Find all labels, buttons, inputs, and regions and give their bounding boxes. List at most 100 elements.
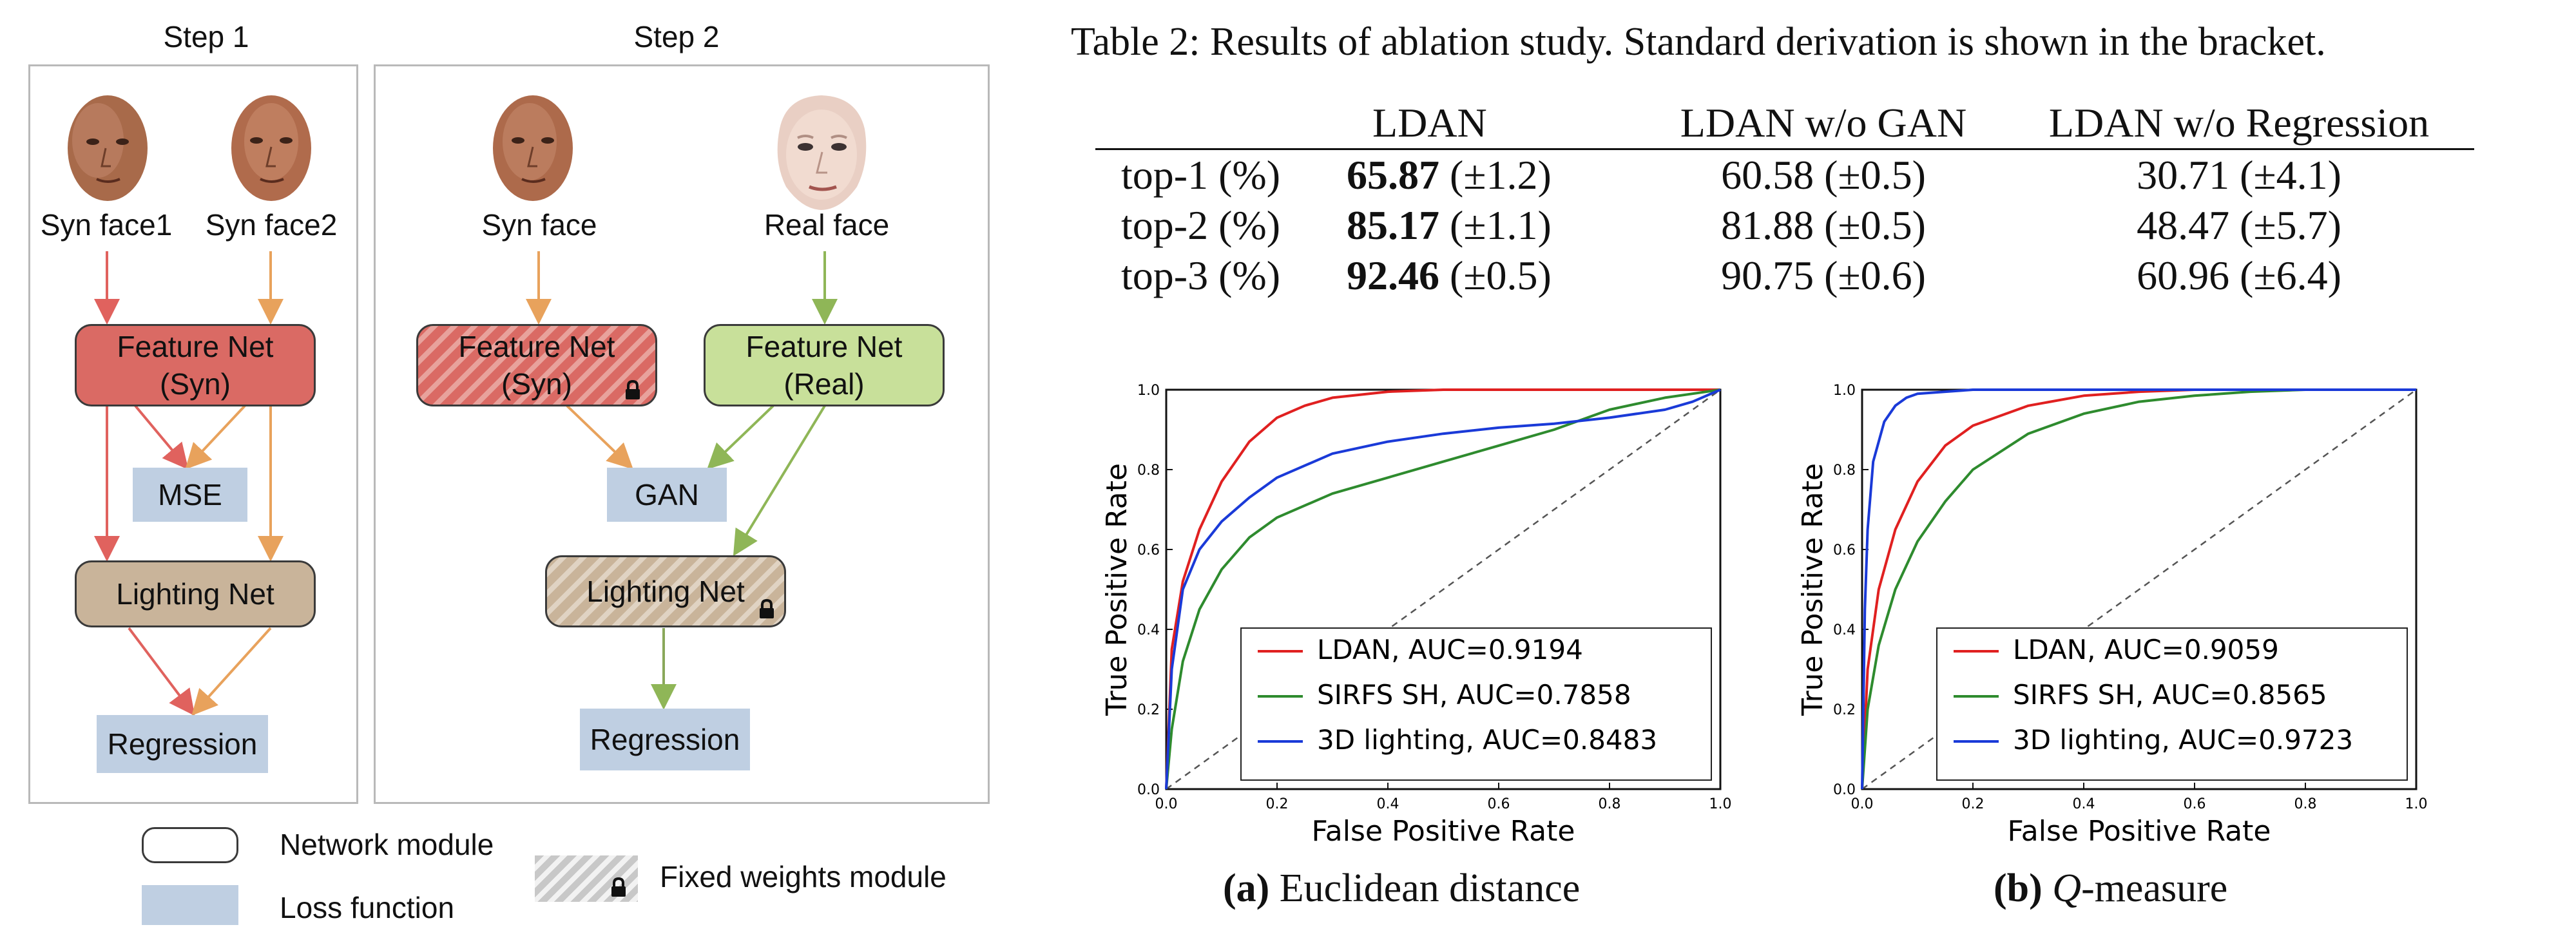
legend-entry: LDAN, AUC=0.9194 — [1317, 634, 1583, 665]
series-line — [1165, 388, 1721, 790]
table-cell: 60.58 (±0.5) — [1721, 152, 1926, 198]
series-line — [1165, 388, 1721, 790]
x-tick-label: 1.0 — [1709, 796, 1732, 812]
x-tick-label: 0.6 — [2184, 796, 2206, 812]
flow-arrows — [94, 251, 838, 716]
legend-entry: LDAN, AUC=0.9059 — [2013, 634, 2279, 665]
module-sublabel: (Syn) — [160, 367, 231, 401]
regression-loss: Regression — [580, 709, 750, 770]
y-axis-label: True Positive Rate — [1796, 463, 1829, 716]
results-table: LDAN LDAN w/o GAN LDAN w/o Regression to… — [1095, 98, 2474, 301]
arrow — [128, 627, 195, 716]
x-tick-label: 0.0 — [1155, 796, 1178, 812]
table-header: LDAN — [1372, 100, 1487, 146]
y-tick-label: 0.6 — [1833, 542, 1856, 558]
feature-net-real-module: Feature Net (Real) — [704, 324, 945, 406]
y-tick-label: 0.0 — [1137, 782, 1160, 798]
regression-loss: Regression — [97, 715, 268, 773]
loss-function-legend: Loss function — [280, 891, 455, 924]
step1-title: Step 1 — [163, 20, 249, 53]
lock-icon — [611, 877, 626, 897]
flow-diagram: Step 1 Step 2 Syn face1 S — [0, 0, 1005, 945]
caption-b: (b) Q-measure — [1994, 866, 2227, 912]
series-line — [1165, 388, 1720, 790]
table-cell: 48.47 (±5.7) — [2137, 202, 2341, 248]
y-tick-label: 1.0 — [1833, 383, 1856, 399]
arrow — [191, 627, 272, 716]
y-tick-label: 0.4 — [1833, 622, 1856, 638]
chance-diagonal — [1166, 388, 1721, 790]
x-axis-label: False Positive Rate — [1312, 815, 1575, 848]
series-line — [1861, 388, 2416, 790]
caption-a-text: Euclidean distance — [1279, 866, 1581, 910]
table-row: top-1 (%) 65.87 (±1.2) 60.58 (±0.5) 30.7… — [1095, 149, 2474, 201]
module-label: Feature Net — [117, 330, 274, 363]
real-face-image — [777, 95, 867, 210]
arrow — [134, 405, 189, 470]
arrow — [733, 405, 826, 557]
roc-chart-qmeasure: 0.0 0.2 0.4 0.6 0.8 1.0 0.0 0.2 0.4 0.6 0.8 1.0 Fals… — [1796, 383, 2428, 848]
y-tick-label: 0.4 — [1137, 622, 1160, 638]
x-tick-label: 0.6 — [1488, 796, 1510, 812]
table-header: LDAN w/o Regression — [2048, 100, 2430, 146]
lighting-net-module: Lighting Net — [75, 560, 316, 627]
x-tick-label: 0.2 — [1962, 796, 1985, 812]
chart-legend — [1936, 627, 2408, 781]
roc-chart-euclidean: 0.0 0.2 0.4 0.6 0.8 1.0 0.0 0.2 0.4 0.6 0.8 1.0 Fals… — [1101, 383, 1732, 848]
y-tick-label: 0.8 — [1137, 463, 1160, 479]
table-cell: 30.71 (±4.1) — [2137, 152, 2341, 198]
network-module-legend: Network module — [280, 828, 494, 861]
table-cell: 81.88 (±0.5) — [1721, 202, 1926, 248]
table-header: LDAN w/o GAN — [1680, 100, 1967, 146]
caption-b-text: -measure — [2081, 866, 2228, 910]
row-label: top-1 (%) — [1121, 152, 1281, 198]
legend-entry: 3D lighting, AUC=0.9723 — [2013, 724, 2353, 756]
step2-panel — [374, 64, 990, 804]
x-axis-label: False Positive Rate — [2008, 815, 2271, 848]
std-value: (±0.5) — [1450, 253, 1552, 298]
x-tick-label: 0.8 — [1599, 796, 1621, 812]
x-tick-label: 0.4 — [1377, 796, 1399, 812]
table-cell: 60.96 (±6.4) — [2137, 253, 2341, 298]
mse-loss: MSE — [133, 468, 247, 522]
caption-b-q: Q — [2052, 866, 2082, 910]
table-row: top-2 (%) 85.17 (±1.1) 81.88 (±0.5) 48.4… — [1095, 200, 2474, 251]
best-value: 65.87 — [1347, 152, 1439, 198]
caption-b-prefix: (b) — [1994, 866, 2043, 910]
x-tick-label: 0.8 — [2294, 796, 2317, 812]
y-tick-label: 1.0 — [1137, 383, 1160, 399]
fixed-weights-legend: Fixed weights module — [660, 860, 947, 893]
lock-icon — [760, 599, 774, 618]
y-tick-label: 0.8 — [1833, 463, 1856, 479]
syn-face2-label: Syn face2 — [205, 208, 338, 242]
syn-face2-image — [231, 95, 311, 201]
row-label: top-3 (%) — [1121, 253, 1281, 298]
loss-function-swatch — [142, 885, 238, 925]
table-header — [1095, 98, 1347, 149]
syn-face-label: Syn face — [481, 208, 597, 242]
legend-entry: SIRFS SH, AUC=0.8565 — [2013, 679, 2327, 711]
syn-face1-image — [68, 95, 148, 201]
legend-entry: SIRFS SH, AUC=0.7858 — [1317, 679, 1631, 711]
y-tick-label: 0.6 — [1137, 542, 1160, 558]
module-sublabel: (Syn) — [501, 367, 572, 401]
caption-a-prefix: (a) — [1223, 866, 1270, 910]
x-tick-label: 1.0 — [2405, 796, 2428, 812]
gan-loss: GAN — [607, 468, 727, 522]
chart-legend — [1240, 627, 1712, 781]
module-sublabel: (Real) — [783, 367, 865, 401]
syn-face1-label: Syn face1 — [40, 208, 173, 242]
step2-title: Step 2 — [633, 20, 720, 53]
table-caption: Table 2: Results of ablation study. Stan… — [1071, 20, 2326, 64]
y-axis-label: True Positive Rate — [1101, 463, 1133, 716]
syn-face-image — [493, 95, 573, 201]
best-value: 85.17 — [1347, 202, 1439, 248]
std-value: (±1.1) — [1450, 202, 1552, 248]
caption-a: (a) Euclidean distance — [1223, 866, 1580, 912]
module-label: Feature Net — [458, 330, 615, 363]
chance-diagonal — [1861, 388, 2417, 790]
best-value: 92.46 — [1347, 253, 1439, 298]
legend-entry: 3D lighting, AUC=0.8483 — [1317, 724, 1657, 756]
network-module-swatch — [142, 827, 238, 863]
series-line — [1861, 388, 2416, 790]
